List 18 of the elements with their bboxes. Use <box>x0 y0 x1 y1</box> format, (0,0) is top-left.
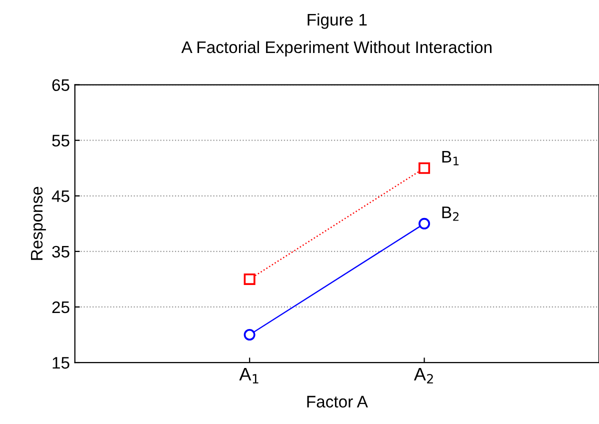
point <box>244 328 256 341</box>
series-label: B$_{2}$ <box>442 206 458 221</box>
chart-subtitle: A Factorial Experiment Without Interaction <box>181 40 492 56</box>
x-tick-label: A$_{2}$ <box>414 368 433 384</box>
y-tick-label: 35 <box>52 246 70 258</box>
y-tick-label: 45 <box>52 190 70 202</box>
point <box>418 218 430 230</box>
x-axis-title: Factor A <box>307 396 368 408</box>
y-tick-label: 25 <box>52 301 70 314</box>
y-tick-label: 55 <box>52 134 70 147</box>
series-label: B$_{1}$ <box>442 151 459 166</box>
y-tick-label: 15 <box>52 357 70 369</box>
y-axis-title: Response <box>30 186 46 260</box>
x-tick-label: A$_{1}$ <box>239 368 258 384</box>
point <box>418 162 430 174</box>
point <box>244 273 256 285</box>
y-tick-label: 65 <box>52 79 70 92</box>
chart-title: Figure 1 <box>308 13 367 29</box>
